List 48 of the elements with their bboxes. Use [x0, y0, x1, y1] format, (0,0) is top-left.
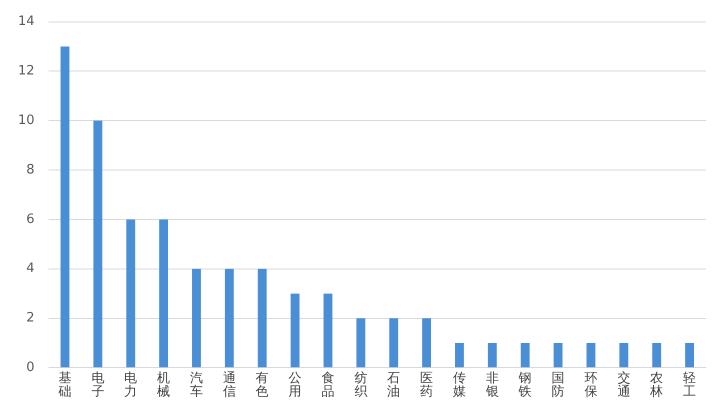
x-tick-label: 基础 — [57, 370, 72, 400]
bar — [652, 342, 662, 368]
bar — [488, 342, 497, 368]
y-tick-label: 0 — [26, 360, 35, 376]
x-tick-label: 通信 — [222, 370, 236, 400]
x-tick-label: 医药 — [420, 370, 434, 400]
y-tick-label: 6 — [26, 212, 35, 227]
bar — [356, 318, 366, 368]
bar — [192, 268, 201, 368]
x-tick-label: 纺织 — [354, 370, 368, 400]
y-tick-label: 8 — [26, 162, 35, 178]
y-tick-label: 4 — [26, 261, 35, 276]
x-tick-label: 环保 — [584, 370, 598, 400]
bar — [619, 342, 628, 368]
y-tick-label: 2 — [26, 310, 35, 326]
x-tick-label: 公用 — [288, 370, 302, 400]
x-tick-label: 农林 — [649, 370, 664, 400]
bar — [258, 268, 267, 368]
y-tick-label: 14 — [18, 14, 35, 30]
bar — [520, 342, 530, 368]
x-tick-label: 国防 — [552, 370, 565, 400]
bar — [126, 219, 136, 368]
x-tick-label: 机械 — [157, 370, 170, 400]
bar — [422, 318, 432, 368]
x-tick-label: 电子 — [91, 370, 104, 400]
bar — [554, 342, 563, 368]
bar — [685, 342, 694, 368]
bar — [60, 46, 70, 368]
bar — [93, 120, 102, 368]
bar — [290, 294, 300, 368]
x-tick-label: 传媒 — [452, 370, 466, 400]
x-tick-label: 非银 — [484, 370, 499, 400]
bar — [586, 342, 596, 368]
x-tick-label: 轻工 — [683, 370, 696, 400]
bar — [389, 318, 398, 368]
x-tick-label: 有色 — [256, 370, 269, 400]
x-tick-label: 电力 — [124, 370, 138, 400]
bar — [159, 219, 168, 368]
x-tick-label: 汽车 — [190, 370, 203, 400]
bar — [455, 342, 464, 368]
x-tick-label: 石油 — [387, 370, 400, 400]
x-tick-label: 交通 — [617, 370, 630, 400]
x-tick-label: 钢铁 — [518, 370, 532, 400]
bar — [224, 268, 234, 368]
x-tick-label: 食品 — [321, 370, 334, 400]
y-tick-label: 10 — [18, 113, 35, 128]
bar — [324, 294, 332, 368]
y-tick-label: 12 — [18, 64, 35, 79]
